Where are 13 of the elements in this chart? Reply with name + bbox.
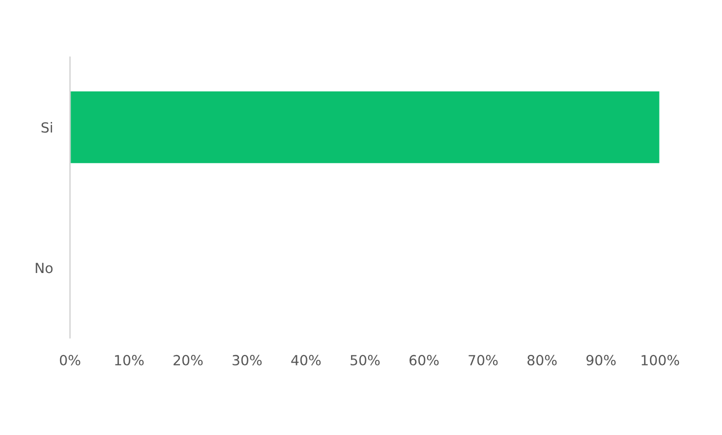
x-tick-label: 10%: [115, 354, 144, 366]
x-tick-label: 100%: [642, 354, 680, 366]
y-tick-label: Si: [42, 122, 52, 133]
x-tick-label: 0%: [60, 354, 80, 366]
x-tick-label: 90%: [586, 354, 616, 366]
x-tick-label: 50%: [350, 354, 380, 366]
y-tick-label: No: [36, 262, 53, 274]
x-tick-label: 40%: [291, 354, 321, 366]
x-tick-label: 30%: [232, 354, 262, 366]
x-tick-label: 80%: [528, 354, 557, 366]
x-tick-label: 60%: [410, 354, 439, 366]
x-tick-label: 70%: [468, 354, 498, 366]
x-tick-label: 20%: [174, 354, 203, 366]
